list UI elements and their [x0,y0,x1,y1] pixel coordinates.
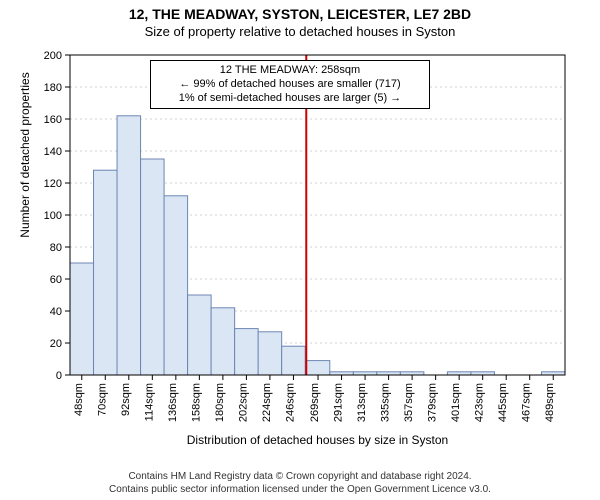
x-tick-label: 224sqm [261,383,273,422]
x-tick-label: 246sqm [284,383,296,422]
x-tick-label: 423sqm [474,383,486,422]
x-tick-label: 136sqm [167,383,179,422]
y-tick-label: 40 [50,306,62,318]
histogram-bar [306,361,330,375]
x-tick-label: 158sqm [190,383,202,422]
footer-attribution: Contains HM Land Registry data © Crown c… [0,471,600,496]
y-tick-label: 100 [44,210,62,222]
x-tick-label: 70sqm [96,383,108,416]
histogram-bar [117,116,141,375]
x-tick-label: 48sqm [73,383,85,416]
histogram-bar [235,329,259,375]
y-tick-label: 0 [56,370,62,382]
footer-line-1: Contains HM Land Registry data © Crown c… [0,471,600,484]
histogram-bar [164,196,188,375]
x-tick-label: 379sqm [427,383,439,422]
x-axis-label: Distribution of detached houses by size … [70,433,565,447]
histogram-bar [188,295,212,375]
x-tick-label: 202sqm [237,383,249,422]
x-tick-label: 92sqm [120,383,132,416]
footer-line-2: Contains public sector information licen… [0,484,600,497]
x-tick-label: 180sqm [214,383,226,422]
y-tick-label: 180 [44,82,62,94]
x-tick-label: 291sqm [333,383,345,422]
x-tick-label: 489sqm [544,383,556,422]
y-tick-label: 80 [50,242,62,254]
annotation-line-1: 12 THE MEADWAY: 258sqm [159,64,421,78]
histogram-bar [211,308,235,375]
y-axis-label: Number of detached properties [18,0,32,315]
annotation-line-3: 1% of semi-detached houses are larger (5… [159,92,421,106]
annotation-line-2: ← 99% of detached houses are smaller (71… [159,78,421,92]
annotation-box: 12 THE MEADWAY: 258sqm ← 99% of detached… [150,60,430,109]
y-tick-label: 160 [44,114,62,126]
x-tick-label: 401sqm [450,383,462,422]
x-tick-label: 335sqm [380,383,392,422]
histogram-bar [258,332,282,375]
y-tick-label: 60 [50,274,62,286]
histogram-bar [70,263,94,375]
x-tick-label: 114sqm [143,383,155,421]
histogram-bar [94,170,118,375]
page-root: { "title_main": "12, THE MEADWAY, SYSTON… [0,0,600,500]
y-tick-label: 140 [44,146,62,158]
histogram-bar [141,159,165,375]
x-tick-label: 269sqm [309,383,321,422]
histogram-bar [282,346,306,375]
y-tick-label: 120 [44,178,62,190]
x-tick-label: 357sqm [403,383,415,422]
y-tick-label: 20 [50,338,62,350]
x-tick-label: 467sqm [521,383,533,422]
x-tick-label: 313sqm [356,383,368,422]
y-tick-label: 200 [44,50,62,62]
x-tick-label: 445sqm [497,383,509,422]
